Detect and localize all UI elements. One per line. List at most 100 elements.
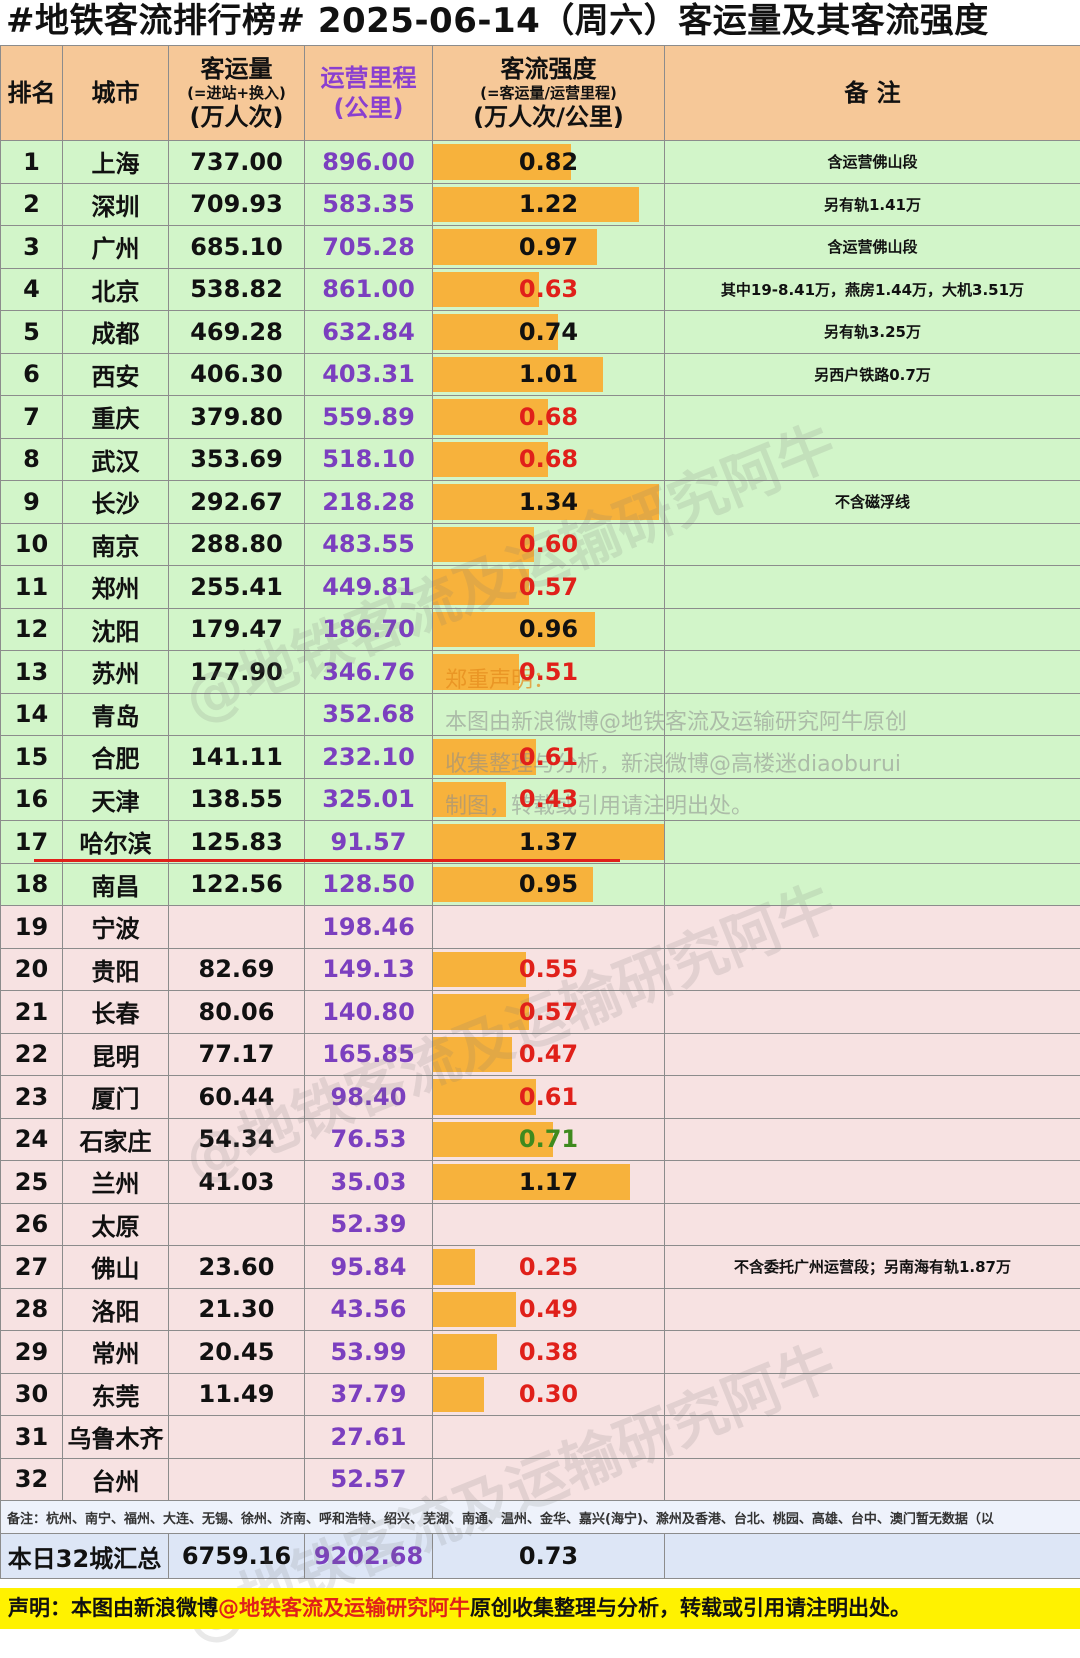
header-distance-title: 运营里程 xyxy=(321,64,417,92)
note-cell: 另有轨3.25万 xyxy=(665,311,1080,354)
distance-cell: 37.79 xyxy=(305,1373,433,1416)
distance-cell: 632.84 xyxy=(305,311,433,354)
intensity-value: 1.22 xyxy=(519,190,578,218)
rank-cell: 29 xyxy=(1,1331,63,1374)
intensity-cell: 0.74 xyxy=(433,311,665,354)
city-cell: 厦门 xyxy=(63,1076,169,1119)
intensity-value: 1.17 xyxy=(519,1168,578,1196)
rank-cell: 4 xyxy=(1,268,63,311)
intensity-cell: 1.01 xyxy=(433,353,665,396)
city-cell: 贵阳 xyxy=(63,948,169,991)
intensity-value: 0.47 xyxy=(519,1040,578,1068)
distance-cell: 53.99 xyxy=(305,1331,433,1374)
rank-cell: 32 xyxy=(1,1458,63,1501)
note-cell xyxy=(665,396,1080,439)
header-distance: 运营里程 (公里) xyxy=(305,46,433,141)
note-cell: 其中19-8.41万，燕房1.44万，大机3.51万 xyxy=(665,268,1080,311)
distance-cell: 218.28 xyxy=(305,481,433,524)
note-cell xyxy=(665,1203,1080,1246)
intensity-bar xyxy=(433,1249,475,1285)
intensity-value: 0.49 xyxy=(519,1295,578,1323)
distance-cell: 896.00 xyxy=(305,141,433,184)
intensity-cell: 0.25 xyxy=(433,1246,665,1289)
statement-prefix: 声明：本图由新浪微博 xyxy=(8,1596,218,1620)
note-cell xyxy=(665,1458,1080,1501)
note-cell xyxy=(665,991,1080,1034)
intensity-cell: 0.82 xyxy=(433,141,665,184)
intensity-value: 0.95 xyxy=(519,870,578,898)
header-intensity-unit: (万人次/公里) xyxy=(433,102,664,132)
intensity-value: 0.68 xyxy=(519,445,578,473)
ridership-cell: 21.30 xyxy=(169,1288,305,1331)
header-ridership: 客运量 (=进站+换入) (万人次) xyxy=(169,46,305,141)
distance-cell: 43.56 xyxy=(305,1288,433,1331)
rank-cell: 5 xyxy=(1,311,63,354)
ridership-cell: 141.11 xyxy=(169,736,305,779)
intensity-value: 1.34 xyxy=(519,488,578,516)
ridership-cell xyxy=(169,1416,305,1459)
city-cell: 苏州 xyxy=(63,651,169,694)
distance-cell: 27.61 xyxy=(305,1416,433,1459)
distance-cell: 483.55 xyxy=(305,523,433,566)
rank-cell: 16 xyxy=(1,778,63,821)
rank-cell: 22 xyxy=(1,1033,63,1076)
distance-cell: 232.10 xyxy=(305,736,433,779)
city-cell: 南昌 xyxy=(63,863,169,906)
distance-cell: 128.50 xyxy=(305,863,433,906)
city-cell: 洛阳 xyxy=(63,1288,169,1331)
intensity-value: 0.63 xyxy=(519,275,578,303)
rank-cell: 18 xyxy=(1,863,63,906)
ridership-cell: 82.69 xyxy=(169,948,305,991)
distance-cell: 35.03 xyxy=(305,1161,433,1204)
statement-suffix: 原创收集整理与分析，转载或引用请注明出处。 xyxy=(470,1596,911,1620)
note-cell xyxy=(665,523,1080,566)
rank-cell: 25 xyxy=(1,1161,63,1204)
intensity-cell: 0.95 xyxy=(433,863,665,906)
total-note xyxy=(665,1534,1080,1579)
city-cell: 太原 xyxy=(63,1203,169,1246)
intensity-value: 0.61 xyxy=(519,1083,578,1111)
statement-handle: @地铁客流及运输研究阿牛 xyxy=(218,1596,470,1620)
ridership-cell: 737.00 xyxy=(169,141,305,184)
intensity-cell: 0.97 xyxy=(433,226,665,269)
ridership-cell: 538.82 xyxy=(169,268,305,311)
distance-cell: 583.35 xyxy=(305,183,433,226)
intensity-value: 0.57 xyxy=(519,998,578,1026)
city-cell: 宁波 xyxy=(63,906,169,949)
page-title: #地铁客流排行榜# 2025-06-14（周六）客运量及其客流强度 xyxy=(0,0,1080,42)
ridership-cell xyxy=(169,906,305,949)
rank-cell: 26 xyxy=(1,1203,63,1246)
note-cell: 不含委托广州运营段；另南海有轨1.87万 xyxy=(665,1246,1080,1289)
rank-cell: 1 xyxy=(1,141,63,184)
distance-cell: 352.68 xyxy=(305,693,433,736)
rank-cell: 7 xyxy=(1,396,63,439)
city-cell: 成都 xyxy=(63,311,169,354)
note-cell xyxy=(665,1161,1080,1204)
city-cell: 郑州 xyxy=(63,566,169,609)
rank-cell: 3 xyxy=(1,226,63,269)
ridership-cell: 685.10 xyxy=(169,226,305,269)
intensity-value: 0.25 xyxy=(519,1253,578,1281)
rank-cell: 30 xyxy=(1,1373,63,1416)
notice-line-1: 本图由新浪微博@地铁客流及运输研究阿牛原创 xyxy=(445,702,1005,744)
intensity-cell: 1.17 xyxy=(433,1161,665,1204)
total-row: 本日32城汇总 6759.16 9202.68 0.73 xyxy=(1,1534,1080,1579)
rank-cell: 27 xyxy=(1,1246,63,1289)
note-cell: 含运营佛山段 xyxy=(665,226,1080,269)
rank-cell: 23 xyxy=(1,1076,63,1119)
city-cell: 深圳 xyxy=(63,183,169,226)
ridership-cell: 80.06 xyxy=(169,991,305,1034)
note-cell xyxy=(665,1118,1080,1161)
distance-cell: 518.10 xyxy=(305,438,433,481)
intensity-cell: 0.63 xyxy=(433,268,665,311)
intensity-value: 0.30 xyxy=(519,1380,578,1408)
